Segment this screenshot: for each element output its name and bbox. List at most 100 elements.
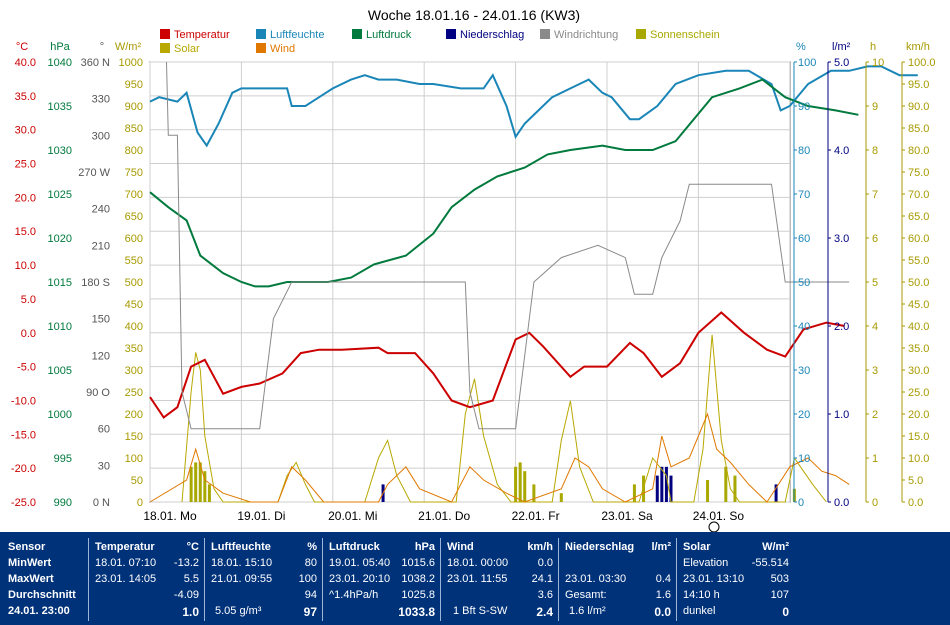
min-value: 1015.6 xyxy=(401,557,435,569)
col-solar: Solar W/m² Elevation -55.514 23.01. 13:1… xyxy=(676,538,795,621)
tick-label: 3 xyxy=(872,365,878,377)
tick-label: 100.0 xyxy=(908,57,936,69)
tick-label: 60 xyxy=(798,233,810,245)
tick-label: 4 xyxy=(872,321,878,333)
max-value: 0.4 xyxy=(655,573,671,585)
tick-label: 30.0 xyxy=(15,125,36,137)
tick-label: 100 xyxy=(798,57,816,69)
series-wind xyxy=(149,412,850,503)
tick-label: 0.0 xyxy=(21,328,36,340)
tick-label: 1010 xyxy=(48,321,72,333)
current-value: 1.0 xyxy=(182,605,199,619)
tick-label: 1040 xyxy=(48,57,72,69)
tick-label: 300 xyxy=(125,365,143,377)
legend-label: Temperatur xyxy=(174,29,230,41)
x-tick-label: 23.01. Sa xyxy=(601,509,653,523)
tick-label: 5 xyxy=(872,277,878,289)
max-time: 21.01. 09:55 xyxy=(211,573,273,585)
legend-label: Wind xyxy=(270,43,295,55)
row-label: Durchschnitt xyxy=(8,589,76,601)
tick-label: 5.0 xyxy=(21,294,36,306)
tick-label: 850 xyxy=(125,123,143,135)
tick-label: 350 xyxy=(125,343,143,355)
tick-label: 1015 xyxy=(48,277,72,289)
legend-label: Windrichtung xyxy=(554,29,618,41)
bar-sonnenschein xyxy=(514,466,518,502)
cursor-marker[interactable] xyxy=(708,521,720,532)
tick-label: -10.0 xyxy=(11,395,36,407)
tick-label: 330 xyxy=(92,94,110,106)
bar-niederschlag xyxy=(655,475,659,502)
legend-swatch xyxy=(540,29,550,39)
x-tick-label: 18.01. Mo xyxy=(143,509,197,523)
max-time: 23.01. 20:10 xyxy=(329,573,391,585)
bar-sonnenschein xyxy=(632,484,636,502)
legend-label: Sonnenschein xyxy=(650,29,720,41)
tick-label: 650 xyxy=(125,211,143,223)
current-value: 0.0 xyxy=(654,605,671,619)
col-sensor: Sensor MinWert MaxWert Durchschnitt 24.0… xyxy=(0,538,88,621)
tick-label: -15.0 xyxy=(11,429,36,441)
tick-label: 8 xyxy=(872,145,878,157)
col-unit: km/h xyxy=(527,541,553,553)
trend: ^1.4hPa/h xyxy=(329,589,379,601)
absolute-humidity: 5.05 g/m³ xyxy=(215,605,262,617)
legend-swatch xyxy=(636,29,646,39)
tick-label: 35.0 xyxy=(15,91,36,103)
tick-label: -5.0 xyxy=(17,362,36,374)
series-luftfeuchte xyxy=(149,65,918,148)
col-header: Solar xyxy=(683,541,711,553)
bar-sonnenschein xyxy=(518,462,522,502)
tick-label: 50.0 xyxy=(908,277,929,289)
bar-niederschlag xyxy=(774,484,778,502)
tick-label: 50 xyxy=(798,277,810,289)
tick-label: 75.0 xyxy=(908,167,929,179)
col-unit: % xyxy=(307,541,317,553)
tick-label: 5.0 xyxy=(908,475,923,487)
tick-label: 65.0 xyxy=(908,211,929,223)
axis-unit: °C xyxy=(16,41,28,53)
x-tick-label: 19.01. Di xyxy=(237,509,285,523)
col-header: Luftdruck xyxy=(329,541,380,553)
col-luftfeuchte: Luftfeuchte % 18.01. 15:10 80 21.01. 09:… xyxy=(204,538,323,621)
tick-label: 270 W xyxy=(78,167,110,179)
total-value: 1.6 xyxy=(655,589,671,601)
min-time: 18.01. 07:10 xyxy=(95,557,157,569)
bar-sonnenschein xyxy=(203,471,207,502)
tick-label: 90 O xyxy=(86,387,110,399)
tick-label: 60.0 xyxy=(908,233,929,245)
bar-niederschlag xyxy=(669,475,673,502)
tick-label: 0 xyxy=(872,497,878,509)
total-label: Gesamt: xyxy=(565,589,607,601)
daily-total: 1.6 l/m² xyxy=(569,605,606,617)
series-temperatur xyxy=(149,311,845,419)
tick-label: 80 xyxy=(798,145,810,157)
col-header: Luftfeuchte xyxy=(211,541,271,553)
col-unit: l/m² xyxy=(651,541,671,553)
tick-label: 1000 xyxy=(119,57,143,69)
legend-swatch xyxy=(446,29,456,39)
min-time: 18.01. 00:00 xyxy=(447,557,509,569)
avg-value: 1025.8 xyxy=(401,589,435,601)
row-label: MinWert xyxy=(8,557,52,569)
avg-value: 94 xyxy=(304,589,317,601)
tick-label: 990 xyxy=(54,497,72,509)
col-header: Temperatur xyxy=(95,541,155,553)
max-time: 23.01. 14:05 xyxy=(95,573,157,585)
tick-label: 100 xyxy=(125,453,143,465)
tick-label: 0 N xyxy=(93,497,110,509)
tick-label: 200 xyxy=(125,409,143,421)
bar-sonnenschein xyxy=(194,462,198,502)
line-layer xyxy=(149,61,918,503)
tick-label: 0 xyxy=(798,497,804,509)
legend: Temperatur Luftfeuchte Luftdruck Niederschl… xyxy=(160,29,720,55)
tick-label: 700 xyxy=(125,189,143,201)
bar-sonnenschein xyxy=(724,466,728,502)
plot-area xyxy=(149,61,791,503)
tick-label: 30.0 xyxy=(908,365,929,377)
min-time: 19.01. 05:40 xyxy=(329,557,391,569)
tick-label: 95.0 xyxy=(908,79,929,91)
tick-label: 1025 xyxy=(48,189,72,201)
bar-sonnenschein xyxy=(559,493,563,502)
light-state: dunkel xyxy=(683,605,716,617)
